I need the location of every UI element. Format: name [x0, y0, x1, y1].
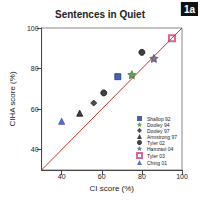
svg-text:CIHA score (%): CIHA score (%): [8, 71, 17, 126]
svg-text:60: 60: [31, 106, 39, 113]
svg-text:Dooley 97: Dooley 97: [147, 127, 170, 134]
svg-text:Ching 01: Ching 01: [147, 160, 167, 166]
svg-text:40: 40: [58, 173, 66, 180]
svg-text:60: 60: [98, 173, 106, 180]
svg-text:100: 100: [176, 173, 188, 180]
svg-text:Tyler 03: Tyler 03: [147, 153, 165, 159]
svg-text:Armstrong 97: Armstrong 97: [147, 133, 177, 140]
svg-text:Hamzavi 04: Hamzavi 04: [147, 146, 174, 152]
svg-text:CI score (%): CI score (%): [90, 184, 135, 193]
svg-text:40: 40: [31, 146, 39, 153]
svg-text:Shallop 92: Shallop 92: [147, 115, 171, 122]
svg-text:Sentences in Quiet: Sentences in Quiet: [55, 9, 146, 20]
svg-text:80: 80: [31, 65, 39, 72]
svg-text:Tyler 02: Tyler 02: [147, 139, 165, 146]
svg-text:80: 80: [138, 173, 146, 180]
svg-text:1a: 1a: [184, 4, 196, 15]
svg-text:Dooley 94: Dooley 94: [147, 121, 170, 128]
svg-text:100: 100: [27, 25, 39, 32]
